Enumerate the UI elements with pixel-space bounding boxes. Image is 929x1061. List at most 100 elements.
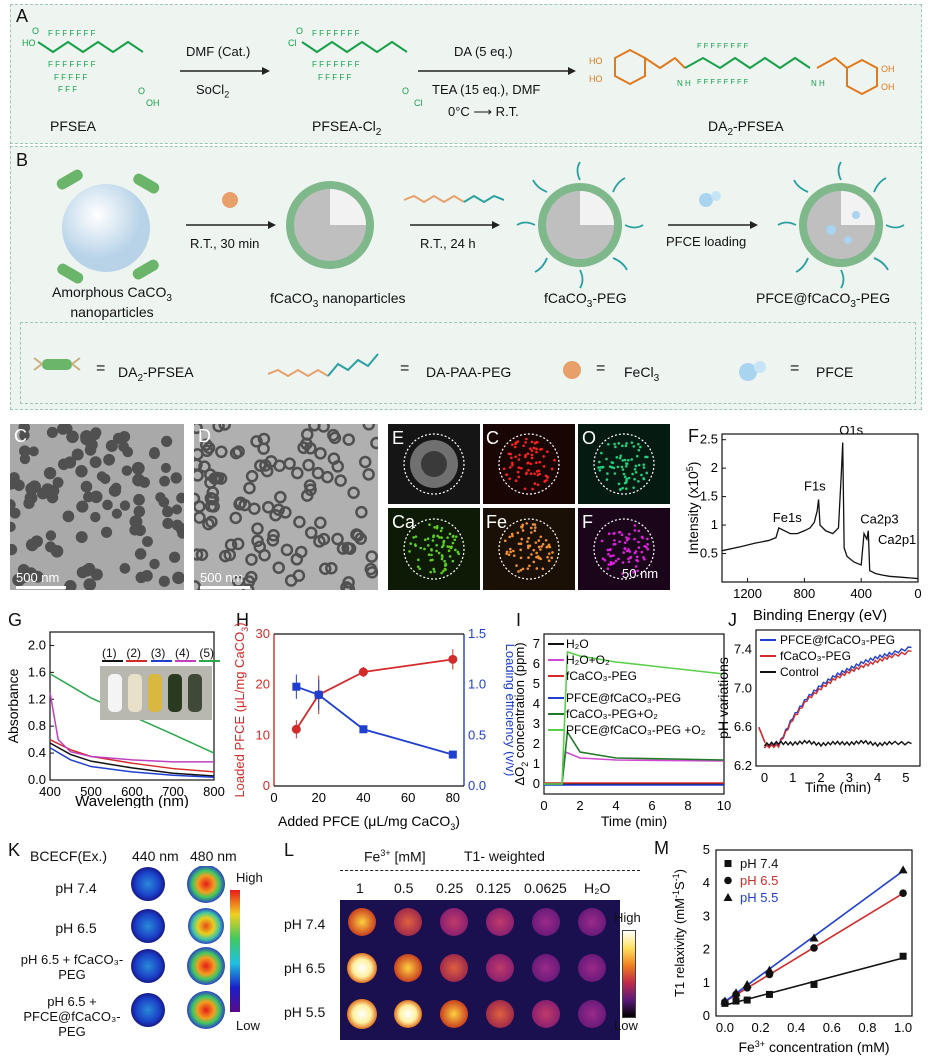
svg-text:N H: N H [811,79,825,88]
ph-series-line [763,649,912,749]
y-right-tick-label: 1.5 [468,626,486,641]
eds-signal-dot [605,478,609,481]
oxygen-series-line [544,650,725,785]
svg-text:F F F F F F F: F F F F F F F [48,60,96,69]
eds-signal-dot [511,443,514,446]
legend-marker [723,893,733,901]
eds-signal-dot [635,454,639,458]
svg-text:F F F F F F F F: F F F F F F F F [697,41,749,50]
eds-signal-dot [519,556,523,560]
y-tick-label: 6.6 [734,719,752,734]
eds-signal-dot [625,549,629,553]
eds-signal-dot [533,529,537,532]
eds-signal-dot [544,538,548,542]
tem-particle [105,439,118,452]
step2-reagent-mid: TEA (15 eq.), DMF [432,82,541,97]
eds-signal-dot [436,534,439,538]
eds-signal-dot [505,473,508,477]
y-tick-label: 0.5 [700,546,718,561]
eds-signal-dot [508,535,512,539]
eds-signal-dot [541,542,545,546]
eds-signal-dot [546,476,549,479]
fcaco3-peg-sphere [516,161,644,289]
legend-marker [724,876,732,885]
tem-hollow-particle [311,466,325,480]
x-tick-label: 80 [446,790,460,805]
tem-particle [10,521,16,533]
y-tick-label: 2 [711,460,718,475]
oxygen-series-line [544,750,725,785]
eds-signal-dot [447,549,451,553]
vial-legend-3: (3) [150,646,172,662]
svg-text:OH: OH [881,64,895,74]
tem-hollow-particle [317,532,331,546]
tem-particle [119,500,131,511]
eds-signal-dot [437,551,441,555]
ph-series-line [763,739,912,748]
eds-signal-dot [637,540,640,544]
scheme-b-background [10,146,922,410]
eds-signal-dot [637,529,641,533]
tem-particle [155,492,166,503]
x-axis-title: Time (min) [805,779,871,794]
eds-signal-dot [423,547,426,551]
tem-hollow-particle [257,442,270,455]
legend-label: PFCE@fCaCO₃-PEG [566,691,681,705]
k-col2: 480 nm [190,848,237,864]
tem-hollow-particle [370,436,378,450]
tem-particle [171,504,183,515]
x-tick-label: 1200 [733,586,762,601]
x-tick-label: 60 [401,790,415,805]
eds-signal-dot [621,486,624,490]
x-tick-label: 500 [80,784,102,799]
svg-text:OH: OH [881,82,895,92]
eds-signal-dot [433,526,436,529]
chart-i-oxygen: 0 2 4 6 8 10 0 1 2 3 4 5 6 7 H₂O H₂O+O₂ fCaCO₃-PEG PFCE@f… [514,633,731,829]
svg-text:OH: OH [146,98,160,108]
tem-hollow-particle [327,452,341,465]
y-right-tick-label: 1.0 [468,677,486,692]
tem-particle [171,519,183,531]
peak-annotation: Ca2p3 [860,512,898,527]
l-row-2: pH 6.5 [284,960,326,976]
tem-particle [71,448,84,461]
eds-signal-dot [615,456,619,459]
eds-signal-dot [527,536,530,540]
eds-signal-dot [546,545,549,548]
scheme-a-background [10,4,922,144]
x-tick-label: 8 [684,798,691,813]
tem-hollow-particle [250,435,263,448]
tem-hollow-particle [195,548,209,561]
tem-hollow-particle [200,444,214,458]
tem-particle [100,526,113,538]
legend-label: PFCE@fCaCO₃-PEG [780,633,895,647]
tem-hollow-particle [198,460,211,473]
loaded-pfce-point [291,724,301,734]
eds-signal-dot [530,553,533,556]
eds-signal-dot [444,568,447,571]
svg-text:Cl: Cl [288,38,297,48]
y-tick-label: 5 [703,842,710,857]
xps-spectrum-line [721,442,919,580]
tem-particle [75,531,88,544]
eds-signal-dot [429,570,432,574]
amorphous-caco3-sphere [56,169,160,284]
eds-signal-dot [513,445,517,449]
eds-signal-dot [599,465,602,469]
tem-particle [90,511,101,523]
eds-signal-dot [600,539,604,543]
peak-annotation: O1s [839,426,863,438]
absorbance-line [49,692,214,763]
panel-label-l: L [284,840,295,860]
eds-signal-dot [627,476,631,480]
tem-hollow-particle [232,445,245,458]
eds-signal-dot [517,466,521,469]
tem-particle [25,538,39,552]
eds-signal-dot [520,525,523,529]
tem-hollow-particle [245,469,259,483]
tem-hollow-particle [206,486,220,499]
eds-signal-dot [634,550,638,553]
eds-signal-dot [624,481,628,484]
eds-signal-dot [432,567,436,571]
eds-signal-dot [607,532,611,535]
